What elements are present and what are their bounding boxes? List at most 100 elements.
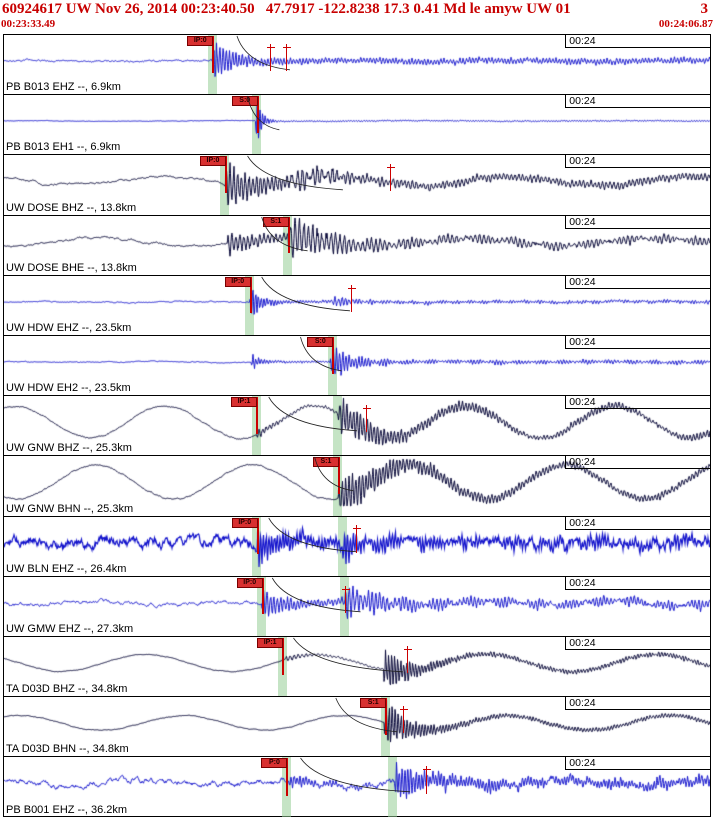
pick-flag[interactable]: S:1 — [262, 216, 289, 227]
trace-panel[interactable]: 00:24 IP:1 TA D03D BHZ --, 34.8km — [4, 636, 710, 698]
amplitude-marker[interactable] — [353, 525, 362, 553]
window-end-time: 00:24:06.87 — [658, 18, 713, 30]
waveform-plot-area: 00:24 IP:0 PB B013 EHZ --, 6.9km 00:24 S… — [3, 34, 711, 818]
pick-line[interactable] — [212, 36, 215, 73]
time-tick-label: 00:24 — [569, 35, 596, 47]
station-label: UW BLN EHZ --, 26.4km — [6, 562, 127, 575]
time-tick-label: 00:24 — [569, 396, 596, 409]
station-label: PB B001 EHZ --, 36.2km — [6, 804, 128, 817]
event-summary-text: 60924617 UW Nov 26, 2014 00:23:40.50 47.… — [2, 1, 571, 17]
event-summary-row: 60924617 UW Nov 26, 2014 00:23:40.50 47.… — [0, 0, 714, 18]
amplitude-marker[interactable] — [348, 284, 357, 312]
waveform-canvas[interactable] — [4, 335, 710, 395]
time-tick-label: 00:24 — [569, 757, 596, 770]
time-tick: 00:24 — [565, 95, 710, 109]
pick-flag[interactable]: IP:1 — [257, 637, 284, 648]
pick-flag[interactable]: IP:1 — [231, 397, 258, 408]
waveform-canvas[interactable] — [4, 155, 710, 215]
station-label: UW HDW EHZ --, 23.5km — [6, 321, 132, 334]
trace-panel[interactable]: 00:24 S:1 TA D03D BHN --, 34.8km — [4, 697, 710, 758]
pick-flag[interactable]: S:1 — [360, 698, 387, 709]
time-tick-label: 00:24 — [569, 95, 596, 108]
amplitude-marker[interactable] — [404, 645, 413, 673]
station-label: TA D03D BHN --, 34.8km — [6, 743, 129, 756]
trace-panel[interactable]: 00:24 IP:0 UW HDW EHZ --, 23.5km — [4, 275, 710, 336]
time-tick-label: 00:24 — [569, 155, 596, 168]
pick-line[interactable] — [286, 758, 289, 796]
trace-panel[interactable]: 00:24 IP:0 UW BLN EHZ --, 26.4km — [4, 516, 710, 577]
pick-line[interactable] — [224, 156, 227, 194]
station-label: UW GNW BHN --, 25.3km — [6, 502, 134, 515]
pick-flag[interactable]: S:0 — [307, 336, 334, 347]
trace-panel[interactable]: 00:24 S:0 UW HDW EH2 --, 23.5km — [4, 335, 710, 397]
station-label: TA D03D BHZ --, 34.8km — [6, 683, 128, 696]
trace-panel[interactable]: 00:24 IP:0 UW DOSE BHZ --, 13.8km — [4, 155, 710, 216]
pick-flag[interactable]: IP:0 — [236, 577, 263, 588]
time-tick-label: 00:24 — [569, 456, 596, 469]
event-header: 60924617 UW Nov 26, 2014 00:23:40.50 47.… — [0, 0, 714, 30]
time-tick-label: 00:24 — [569, 516, 596, 529]
trace-panel[interactable]: 00:24 IP:1 UW GNW BHZ --, 25.3km — [4, 396, 710, 457]
pick-line[interactable] — [249, 276, 252, 314]
station-label: PB B013 EHZ --, 6.9km — [6, 81, 121, 94]
pick-flag[interactable]: IP:0 — [224, 276, 251, 287]
pick-flag[interactable]: S:1 — [312, 457, 339, 468]
time-window-row: 00:23:33.49 00:24:06.87 — [0, 18, 714, 30]
pick-flag[interactable]: IP:0 — [187, 36, 214, 46]
time-tick: 00:24 — [565, 396, 710, 410]
station-label: UW DOSE BHE --, 13.8km — [6, 261, 137, 274]
time-tick-label: 00:24 — [569, 697, 596, 710]
station-label: UW GNW BHZ --, 25.3km — [6, 442, 132, 455]
pick-flag[interactable]: P:0 — [261, 758, 288, 769]
waveform-canvas[interactable] — [4, 35, 710, 94]
station-label: UW GMW EHZ --, 27.3km — [6, 622, 134, 635]
window-start-time: 00:23:33.49 — [1, 18, 56, 30]
trace-panel[interactable]: 00:24 IP:0 UW GMW EHZ --, 27.3km — [4, 576, 710, 637]
time-tick: 00:24 — [565, 155, 710, 169]
amplitude-marker[interactable] — [363, 405, 372, 433]
time-tick: 00:24 — [565, 757, 710, 771]
waveform-canvas[interactable] — [4, 215, 710, 275]
time-tick: 00:24 — [565, 456, 710, 470]
waveform-canvas[interactable] — [4, 275, 710, 335]
station-label: PB B013 EH1 --, 6.9km — [6, 141, 121, 154]
amplitude-marker[interactable] — [283, 43, 292, 72]
station-label: UW DOSE BHZ --, 13.8km — [6, 201, 137, 214]
time-tick: 00:24 — [565, 335, 710, 349]
amplitude-marker[interactable] — [399, 705, 408, 734]
trace-panel[interactable]: 00:24 P:0 PB B001 EHZ --, 36.2km — [4, 757, 710, 818]
time-tick: 00:24 — [565, 35, 710, 48]
pick-flag[interactable]: IP:0 — [231, 517, 258, 528]
time-tick: 00:24 — [565, 636, 710, 650]
trace-panel[interactable]: 00:24 S:0 PB B013 EH1 --, 6.9km — [4, 95, 710, 156]
trace-panel[interactable]: 00:24 S:1 UW DOSE BHE --, 13.8km — [4, 215, 710, 276]
time-tick-label: 00:24 — [569, 576, 596, 589]
pick-flag[interactable]: S:0 — [231, 96, 258, 107]
time-tick: 00:24 — [565, 215, 710, 229]
waveform-canvas[interactable] — [4, 456, 710, 516]
time-tick: 00:24 — [565, 697, 710, 711]
pick-line[interactable] — [256, 397, 259, 434]
pick-flag[interactable]: IP:0 — [199, 156, 226, 167]
amplitude-marker[interactable] — [341, 585, 350, 613]
amplitude-marker[interactable] — [267, 43, 276, 72]
time-tick-label: 00:24 — [569, 335, 596, 348]
pick-line[interactable] — [261, 577, 264, 615]
amplitude-marker[interactable] — [387, 164, 396, 192]
time-tick: 00:24 — [565, 275, 710, 289]
pick-line[interactable] — [282, 637, 285, 675]
time-tick-label: 00:24 — [569, 275, 596, 288]
waveform-canvas[interactable] — [4, 95, 710, 155]
trace-panel[interactable]: 00:24 IP:0 PB B013 EHZ --, 6.9km — [4, 35, 710, 96]
time-tick: 00:24 — [565, 576, 710, 590]
pick-line[interactable] — [256, 517, 259, 555]
time-tick: 00:24 — [565, 516, 710, 530]
trace-panel[interactable]: 00:24 S:1 UW GNW BHN --, 25.3km — [4, 456, 710, 517]
time-tick-label: 00:24 — [569, 636, 596, 649]
header-right-flag: 3 — [700, 1, 709, 17]
time-tick-label: 00:24 — [569, 215, 596, 228]
station-label: UW HDW EH2 --, 23.5km — [6, 382, 131, 395]
amplitude-marker[interactable] — [423, 766, 432, 794]
